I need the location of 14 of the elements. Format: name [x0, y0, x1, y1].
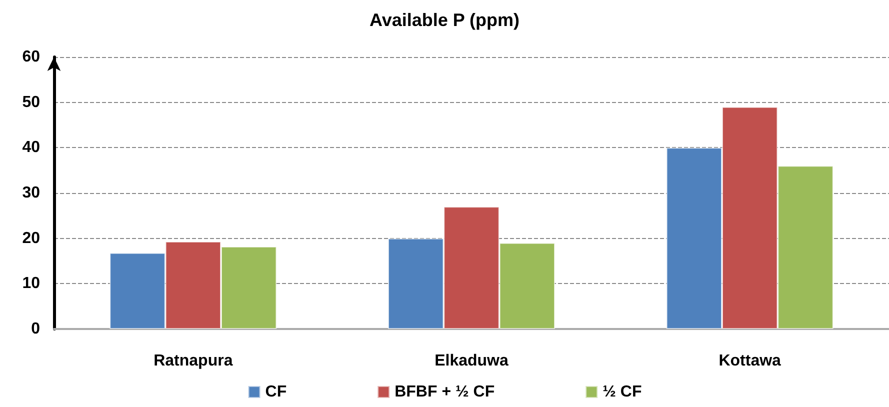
y-tick-label: 10	[22, 275, 40, 292]
y-tick-label: 60	[22, 48, 40, 66]
y-tick-label: 20	[22, 230, 40, 247]
y-tick-label: 40	[22, 139, 40, 156]
legend-label: ½ CF	[602, 384, 642, 400]
chart-title: Available P (ppm)	[369, 10, 520, 30]
x-tick-label: Ratnapura	[154, 352, 233, 370]
y-tick-label: 30	[22, 184, 40, 202]
y-tick-label: 50	[22, 94, 40, 111]
y-tick-label: 0	[31, 320, 40, 338]
legend-label: CF	[265, 384, 287, 400]
x-tick-label: Elkaduwa	[434, 352, 508, 370]
legend-label: BFBF + ½ CF	[394, 384, 495, 400]
x-tick-label: Kottawa	[718, 352, 782, 370]
